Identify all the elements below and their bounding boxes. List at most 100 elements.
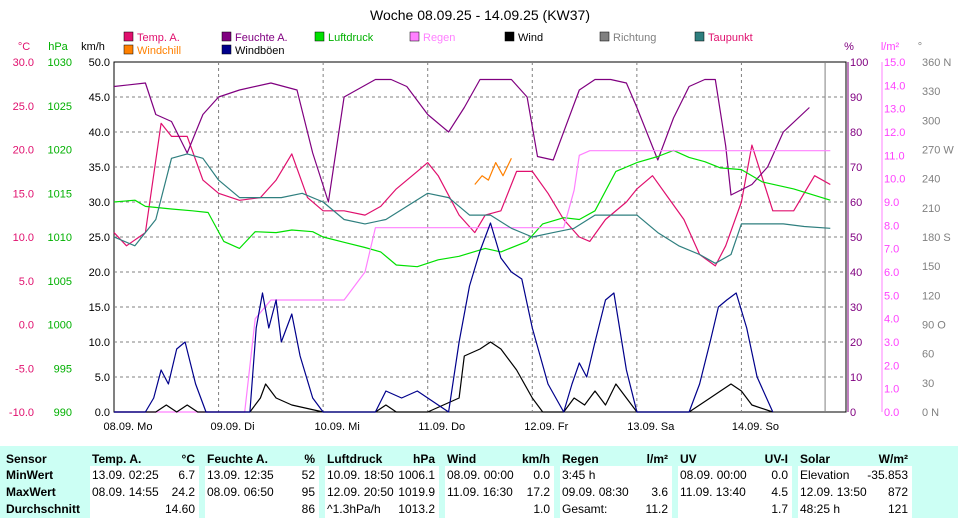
unit-wind: km/h [81, 41, 105, 53]
legend-swatch [221, 44, 232, 55]
series-line-regen [114, 150, 831, 413]
stats-block-unit: UV-I [764, 452, 788, 466]
stats-cell-label: 08.09. 14:55 [92, 485, 159, 499]
stats-cell-value: 0.0 [533, 468, 550, 482]
stats-block-title: Luftdruck [327, 452, 383, 466]
legend-swatch [409, 31, 420, 42]
x-tick-label: 09.09. Di [211, 421, 255, 433]
stats-block-bg [205, 466, 319, 518]
stats-cell-value: 14.60 [164, 502, 195, 516]
tick-label-rain: 9.0 [884, 197, 899, 209]
x-tick-label: 14.09. So [732, 421, 779, 433]
tick-label-direction: 210 [922, 203, 940, 215]
tick-label-wind: 35.0 [89, 162, 110, 174]
tick-label-pressure: 1020 [48, 145, 72, 157]
stats-block: Luftdruck hPa 10.09. 18:50 1006.1 12.09. 20:… [325, 446, 443, 518]
tick-label-temp: 30.0 [13, 57, 34, 69]
tick-label-temp: -10.0 [9, 407, 34, 419]
legend-swatch [123, 31, 134, 42]
stats-cell-label: 11.09. 13:40 [680, 485, 746, 499]
tick-label-rain: 8.0 [884, 220, 899, 232]
tick-label-pressure: 1025 [48, 101, 72, 113]
row-label-avg: Durchschnitt [6, 502, 81, 516]
series-line-windchill [474, 158, 512, 185]
tick-label-rain: 7.0 [884, 244, 899, 256]
tick-label-rain: 12.0 [884, 127, 905, 139]
stats-cell-value: 1.0 [533, 502, 550, 516]
tick-label-direction: 180 S [922, 232, 951, 244]
tick-label-humidity: 90 [850, 92, 862, 104]
tick-label-pressure: 1010 [48, 232, 72, 244]
row-label-min: MinWert [6, 468, 54, 482]
stats-block-title: UV [680, 452, 697, 466]
stats-cell-value: 1013.2 [398, 502, 435, 516]
stats-cell-label: 09.09. 08:30 [562, 485, 629, 499]
tick-label-rain: 10.0 [884, 174, 905, 186]
series-line-windb-en [114, 222, 774, 413]
x-tick-label: 13.09. Sa [627, 421, 675, 433]
series-line-feuchte-a- [113, 78, 810, 203]
stats-block-title: Feuchte A. [207, 452, 268, 466]
stats-cell-value: 1.7 [771, 502, 788, 516]
tick-label-pressure: 990 [54, 407, 72, 419]
stats-block-bg [325, 466, 439, 518]
tick-label-wind: 25.0 [89, 232, 110, 244]
unit-pressure: hPa [48, 41, 68, 53]
tick-label-wind: 5.0 [95, 372, 110, 384]
x-tick-label: 08.09. Mo [104, 421, 153, 433]
stats-cell-value: 17.2 [526, 485, 550, 499]
series-lines [113, 78, 831, 413]
stats-block-bg [678, 466, 792, 518]
tick-label-pressure: 1015 [48, 188, 72, 200]
legend-label: Richtung [613, 32, 656, 44]
tick-label-humidity: 0 [850, 407, 856, 419]
tick-label-humidity: 20 [850, 337, 862, 349]
tick-label-temp: 0.0 [19, 320, 34, 332]
series-line-temp-a- [113, 122, 831, 267]
stats-cell-label: 08.09. 00:00 [447, 468, 514, 482]
tick-label-wind: 10.0 [89, 337, 110, 349]
unit-rain: l/m² [881, 41, 900, 53]
axis-ticks: 30.025.020.015.010.05.00.0-5.0-10.010301… [9, 57, 954, 419]
stats-cell-label: 11.09. 16:30 [447, 485, 513, 499]
legend-label: Windböen [235, 45, 285, 57]
tick-label-temp: 20.0 [13, 145, 34, 157]
tick-label-direction: 270 W [922, 145, 954, 157]
tick-label-wind: 0.0 [95, 407, 110, 419]
tick-label-direction: 120 [922, 290, 940, 302]
stats-cell-label: Elevation [800, 468, 850, 482]
tick-label-rain: 3.0 [884, 337, 899, 349]
stats-block: Wind km/h 08.09. 00:00 0.0 11.09. 16:30 17.2 1… [445, 446, 558, 518]
stats-block-unit: l/m² [646, 452, 668, 466]
legend-label: Luftdruck [328, 32, 374, 44]
stats-cell-value: 121 [887, 502, 908, 516]
unit-direction: ° [918, 41, 922, 53]
stats-cell-label: 13.09. 02:25 [92, 468, 159, 482]
statistics-table: Sensor MinWert MaxWert Durchschnitt Temp… [0, 446, 958, 518]
tick-label-temp: 25.0 [13, 101, 34, 113]
stats-cell-label: 13.09. 12:35 [207, 468, 274, 482]
tick-label-rain: 15.0 [884, 57, 905, 69]
stats-block: Temp. A. °C 13.09. 02:25 6.7 08.09. 14:55 24.… [90, 446, 203, 518]
tick-label-direction: 300 [922, 115, 940, 127]
legend-swatch [314, 31, 325, 42]
tick-label-temp: 10.0 [13, 232, 34, 244]
row-label-max: MaxWert [6, 485, 56, 499]
tick-label-rain: 1.0 [884, 384, 899, 396]
tick-label-humidity: 10 [850, 372, 862, 384]
stats-cell-label: 12.09. 20:50 [327, 485, 394, 499]
stats-block-bg [90, 466, 199, 518]
x-tick-label: 10.09. Mi [315, 421, 360, 433]
stats-block-unit: °C [181, 452, 195, 466]
x-axis-labels: 08.09. Mo 09.09. Di 10.09. Mi 11.09. Do 12.0… [104, 421, 779, 433]
tick-label-direction: 240 [922, 174, 940, 186]
stats-cell-label: 10.09. 18:50 [327, 468, 394, 482]
tick-label-rain: 13.0 [884, 104, 905, 116]
tick-label-direction: 330 [922, 86, 940, 98]
stats-cell-value: -35.853 [867, 468, 908, 482]
tick-label-wind: 15.0 [89, 302, 110, 314]
unit-temp: °C [18, 41, 30, 53]
stats-block: Regen l/m² 3:45 h 09.09. 08:30 3.6 Gesamt: 11.… [560, 446, 676, 518]
legend-swatch [123, 44, 134, 55]
tick-label-rain: 11.0 [884, 150, 905, 162]
